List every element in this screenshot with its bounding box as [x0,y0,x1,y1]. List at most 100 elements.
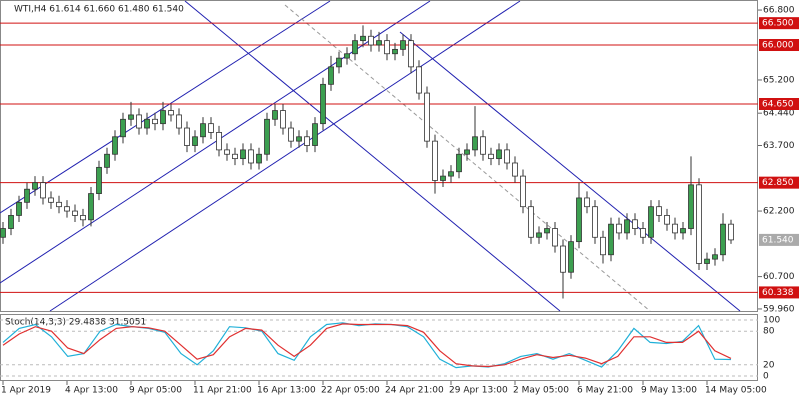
candle-body [464,149,470,155]
candle-body [288,127,294,142]
candle-body [280,110,286,129]
candle-body [152,118,158,125]
level-box [759,39,799,52]
candle-body [584,197,590,208]
y-tick-label: 62.200 [763,207,795,217]
x-tick-label: 6 May 21:00 [577,386,633,396]
candle-body [24,188,30,203]
last-box [759,233,799,246]
candle-body [640,228,646,238]
last-label: 61.540 [762,235,794,245]
candle-body [488,153,494,160]
candle-body [248,149,254,164]
candle-body [72,210,78,216]
candle-body [400,40,406,50]
x-tick-label: 2 May 05:00 [513,386,569,396]
candle-body [176,114,182,129]
y-tick-label: 66.800 [763,6,795,16]
candle-body [232,153,238,160]
x-tick-label: 16 Apr 13:00 [257,386,316,396]
candle-body [408,40,414,68]
y-tick-label: 59.960 [763,304,795,314]
stoch-line [2,323,732,368]
candle-body [592,206,598,238]
y-tick-label: 80 [763,327,775,337]
candle-body [184,127,190,146]
candle-body [672,223,678,234]
candle-body [336,57,342,68]
x-tick-label: 14 May 05:00 [705,386,767,396]
candle-body [376,40,382,46]
trend-line [399,31,741,312]
trend-line [184,0,561,312]
candle-body [632,219,638,229]
candle-body [688,184,694,229]
candle-body [192,136,198,146]
candle-body [128,114,134,120]
x-tick-label: 9 Apr 05:00 [129,386,182,396]
trend-line [0,0,331,214]
candle-body [712,254,718,260]
candle-body [296,136,302,142]
x-tick-label: 4 Apr 13:00 [65,386,118,396]
y-tick-label: 20 [763,360,775,370]
candle-body [312,123,318,146]
candle-body [16,201,22,216]
candle-body [648,206,654,238]
x-tick-label: 1 Apr 2019 [1,386,51,396]
candle-body [520,175,526,208]
candle-body [664,215,670,225]
x-tick-label: 11 Apr 21:00 [193,386,252,396]
chart-title: WTI,H4 61.614 61.660 61.480 61.540 [14,5,184,15]
candle-body [384,40,390,55]
candle-body [208,123,214,133]
candle-body [504,149,510,164]
level-label: 66.500 [762,19,794,29]
x-tick-label: 9 May 13:00 [641,386,697,396]
candle-body [448,171,454,177]
candle-body [272,110,278,120]
x-tick-label: 29 Apr 13:00 [449,386,508,396]
y-tick-label: 64.440 [763,109,795,119]
candle-body [528,206,534,238]
candle-body [424,92,430,142]
candle-body [216,132,222,151]
candle-body [496,149,502,160]
y-tick-label: 65.200 [763,75,795,85]
price-panel [0,0,758,312]
y-tick-label: 63.700 [763,141,795,151]
level-box [759,98,799,110]
candle-body [696,184,702,264]
candle-body [80,215,86,221]
level-box [759,176,799,189]
level-label: 60.338 [762,288,794,298]
candle-body [240,149,246,160]
candle-body [264,118,270,155]
y-tick-label: 60.700 [763,272,795,282]
candle-body [624,219,630,234]
candle-body [40,182,46,199]
candle-body [320,83,326,125]
candle-body [352,40,358,55]
candle-body [512,162,518,177]
candle-body [8,215,14,229]
candle-body [56,201,62,208]
candle-body [560,245,566,273]
candle-body [224,149,230,155]
candle-body [304,136,310,146]
x-tick-label: 22 Apr 05:00 [321,386,380,396]
candle-body [64,206,70,212]
trend-lines [0,0,741,312]
candle-body [472,136,478,151]
candle-body [88,193,94,221]
candle-body [608,223,614,256]
trend-line [49,0,521,312]
level-box [759,17,799,30]
candle-body [368,35,374,46]
candle-body [256,153,262,164]
candle-body [568,241,574,273]
candle-body [552,228,558,247]
candle-body [136,114,142,129]
candle-body [104,153,110,168]
